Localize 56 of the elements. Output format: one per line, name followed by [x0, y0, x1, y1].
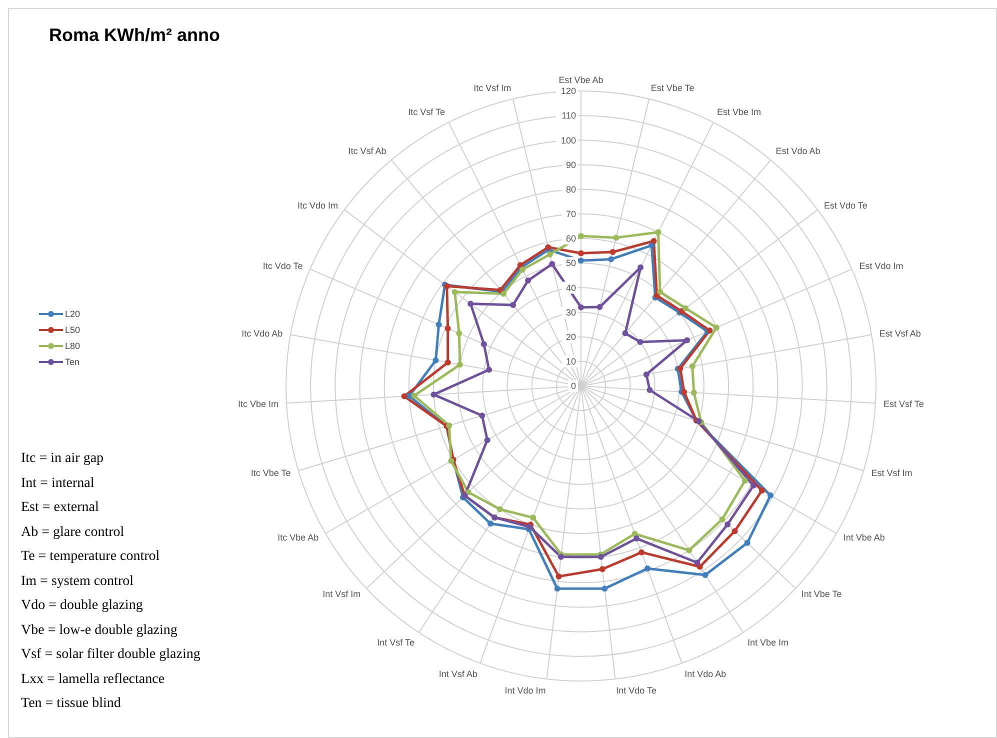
y-tick-label: 110 [562, 110, 576, 121]
y-tick-label: 100 [560, 135, 576, 146]
spoke-label: Est Vsf Im [871, 468, 912, 478]
spoke-label: Int Vsf Ab [438, 669, 478, 680]
text: Te = temperature control [21, 548, 161, 566]
spoke-label: Itc Vbe Ab [278, 532, 319, 543]
spoke-label: Int Vdo Ab [684, 669, 726, 680]
spoke-label: Est Vdo Ab [776, 146, 820, 156]
spoke-label: Int Vsf Im [322, 589, 361, 600]
y-tick-label: 40 [566, 282, 576, 293]
spoke-label: Itc Vsf Te [408, 107, 446, 118]
y-tick-label: 70 [566, 209, 576, 220]
spoke-label: Est Vbe Te [650, 83, 694, 94]
y-tick-label: 50 [566, 258, 576, 268]
y-tick-label: 120 [560, 86, 576, 96]
text: Ten = tissue blind [21, 695, 122, 713]
text: Ab = glare control [21, 524, 126, 542]
spoke-label: Est Vsf Ab [879, 328, 921, 339]
text: Vdo = double glazing [21, 597, 144, 615]
spoke-label: Est Vbe Ab [558, 75, 604, 85]
y-tick-label: 90 [566, 160, 576, 170]
spoke-label: Est Vdo Te [824, 200, 868, 210]
spoke-label: Est Vsf Te [883, 398, 924, 409]
y-tick-label: 10 [566, 356, 576, 367]
spoke-label: Int Vbe Im [748, 638, 789, 648]
spoke-label: Est Vdo Im [859, 261, 904, 272]
text: Vbe = low-e double glazing [21, 622, 178, 640]
spoke-label: Int Vdo Im [504, 685, 546, 696]
text: Int = internal [21, 474, 96, 492]
spoke-label: Int Vdo Te [616, 685, 657, 696]
spoke-label: Itc Vsf Ab [348, 146, 386, 156]
text: Est = external [21, 499, 100, 517]
spoke-label: Int Vbe Te [801, 589, 842, 600]
spoke-label: Int Vbe Ab [843, 532, 885, 543]
spoke-label: Itc Vdo Im [297, 200, 338, 210]
spoke-label: Itc Vsf Im [474, 83, 512, 94]
legend-label: Ten [65, 357, 80, 367]
spoke-label: Itc Vbe Te [250, 468, 291, 478]
y-tick-label: 80 [566, 184, 576, 194]
text: Vsf = solar filter double glazing [21, 646, 200, 664]
y-tick-label: 0 [570, 381, 576, 392]
y-tick-label: 20 [566, 332, 576, 342]
legend-label: L80 [65, 341, 80, 351]
spoke-label: Int Vsf Te [377, 638, 414, 648]
text: Lxx = lamella reflectance [21, 670, 166, 688]
chart-title: Roma KWh/m² anno [49, 25, 220, 46]
legend-label: L50 [65, 325, 80, 335]
spoke-label: Itc Vbe Im [238, 398, 279, 409]
text: Im = system control [21, 572, 134, 590]
y-tick-label: 60 [566, 234, 576, 244]
spoke-label: Itc Vdo Ab [242, 328, 283, 339]
spoke-label: Itc Vdo Te [262, 261, 303, 272]
y-tick-label: 30 [566, 307, 576, 318]
spoke-label: Est Vbe Im [716, 107, 761, 118]
legend-label: L20 [65, 309, 80, 319]
text: Itc = in air gap [21, 450, 105, 468]
